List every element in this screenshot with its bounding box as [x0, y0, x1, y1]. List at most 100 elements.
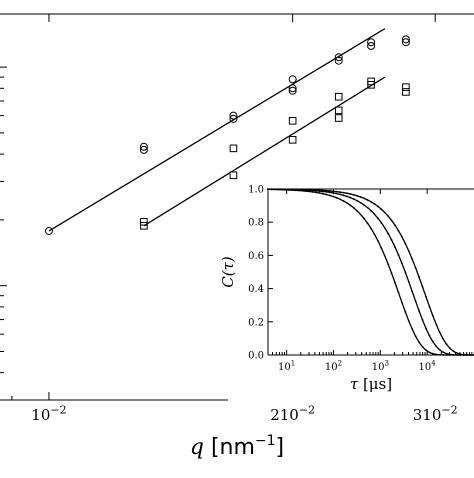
inset-data-point: [273, 188, 276, 191]
inset-data-point: [411, 328, 414, 330]
inset-data-point: [346, 202, 348, 204]
data-point-square: [402, 83, 410, 91]
inset-data-point: [421, 285, 424, 288]
inset-data-point: [438, 353, 441, 356]
inset-data-point: [311, 191, 314, 193]
inset-data-point: [339, 198, 341, 201]
inset-data-point: [332, 195, 335, 198]
data-point-circle: [288, 75, 297, 84]
inset-data-point: [363, 217, 366, 220]
inset-data-point: [390, 239, 393, 241]
inset-data-point: [452, 350, 455, 353]
inset-data-point: [373, 233, 376, 236]
inset-data-point: [287, 188, 290, 191]
data-point-circle: [288, 84, 297, 93]
inset-data-point: [442, 337, 444, 340]
inset-data-point: [466, 353, 469, 356]
main-x-tick-label: 210−2: [270, 403, 315, 424]
inset-y-tick-label: 0.8: [248, 218, 264, 229]
inset-data-point: [404, 310, 407, 313]
inset-data-point: [445, 343, 448, 346]
inset-data-point: [414, 300, 417, 303]
data-point-square: [288, 136, 297, 144]
inset-data-point: [438, 331, 441, 334]
inset-data-point: [335, 196, 338, 199]
inset-data-point: [356, 210, 359, 212]
inset-data-point: [318, 189, 321, 192]
inset-data-point: [428, 351, 431, 354]
inset-y-axis-label: C(τ): [219, 256, 237, 288]
inset-data-point: [438, 348, 441, 351]
inset-data-point: [380, 221, 383, 224]
data-point-circle: [229, 111, 238, 120]
inset-data-point: [366, 222, 369, 225]
inset-data-point: [390, 219, 393, 222]
inset-data-point: [304, 188, 307, 191]
inset-data-point: [376, 205, 379, 208]
inset-data-point: [407, 319, 410, 322]
inset-data-point: [449, 347, 451, 350]
inset-data-point: [380, 247, 383, 249]
inset-data-point: [397, 229, 400, 232]
inset-y-tick-label: 0.0: [248, 351, 264, 362]
data-point-circle: [401, 38, 410, 47]
inset-data-point: [376, 217, 379, 220]
data-point-square: [334, 114, 343, 122]
inset-data-point: [428, 334, 431, 337]
inset-data-point: [401, 262, 403, 265]
inset-data-point: [411, 258, 414, 261]
data-point-circle: [44, 226, 53, 235]
inset-data-point: [328, 190, 331, 192]
inset-data-point: [387, 215, 390, 218]
inset-data-point: [363, 204, 366, 206]
data-point-circle: [334, 53, 343, 62]
inset-data-point: [394, 246, 396, 249]
inset-data-point: [366, 199, 369, 201]
inset-data-point: [315, 191, 317, 194]
inset-data-point: [373, 203, 376, 205]
data-point-circle: [288, 86, 297, 95]
inset-data-point: [431, 340, 434, 343]
inset-data-point: [366, 206, 369, 209]
inset-data-point: [349, 196, 352, 199]
main-x-axis-label: q [nm−1]: [190, 433, 284, 460]
inset-data-point: [359, 213, 362, 216]
inset-data-point: [339, 191, 341, 194]
inset-data-point: [435, 345, 438, 348]
inset-data-point: [449, 353, 451, 356]
data-point-circle: [401, 35, 410, 44]
data-point-circle: [367, 38, 376, 47]
inset-data-point: [452, 353, 455, 356]
inset-data-point: [459, 353, 462, 355]
inset-data-point: [425, 327, 427, 330]
inset-data-point: [435, 323, 438, 326]
inset-data-point: [455, 354, 458, 356]
inset-data-point: [383, 254, 386, 257]
data-point-square: [334, 106, 343, 115]
data-point-square: [402, 88, 410, 96]
inset-data-point: [435, 353, 438, 356]
inset-data-point: [404, 242, 407, 245]
inset-data-point: [428, 305, 431, 308]
inset-data-point: [339, 193, 341, 196]
inset-data-point: [414, 335, 417, 338]
inset-data-point: [455, 352, 458, 354]
inset-data-point: [342, 191, 345, 194]
inset-data-point: [325, 193, 328, 196]
inset-data-point: [390, 272, 393, 275]
inset-data-point: [294, 188, 297, 191]
inset-data-point: [342, 194, 345, 197]
inset-data-point: [356, 194, 359, 197]
inset-data-point: [284, 188, 287, 191]
inset-data-point: [425, 349, 427, 352]
inset-data-point: [349, 204, 352, 207]
data-point-square: [140, 218, 148, 226]
inset-data-point: [469, 354, 472, 356]
inset-data-point: [442, 351, 444, 354]
inset-data-point: [352, 198, 355, 201]
inset-data-point: [407, 250, 410, 252]
inset-x-tick-label: 103: [372, 360, 389, 374]
inset-data-point: [401, 235, 403, 238]
inset-data-point: [332, 192, 335, 194]
inset-data-point: [280, 188, 283, 191]
